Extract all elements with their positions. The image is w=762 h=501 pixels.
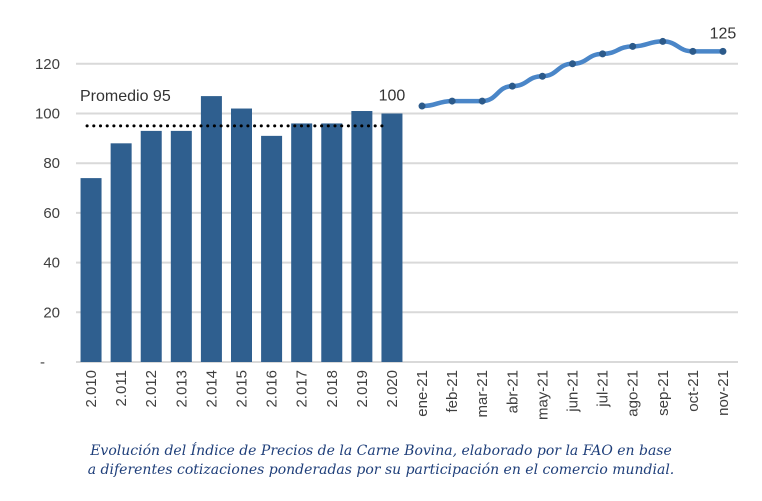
caption: Evolución del Índice de Precios de la Ca… [0, 442, 762, 480]
x-tick-label: 2.019 [354, 370, 371, 408]
x-tick-label: 2.010 [83, 370, 100, 408]
caption-line-1: Evolución del Índice de Precios de la Ca… [90, 443, 672, 459]
y-tick-label: 40 [43, 255, 60, 272]
line-point [448, 97, 456, 105]
bar [351, 111, 373, 362]
line-series [421, 39, 723, 109]
line-point [719, 47, 727, 55]
y-tick-label: 100 [35, 106, 60, 123]
x-tick-label: 2.011 [113, 370, 130, 406]
data-label: 125 [710, 25, 737, 42]
x-tick-label: 2.015 [234, 370, 251, 408]
bar [261, 135, 283, 362]
y-tick-label: 120 [35, 56, 60, 73]
bar [381, 113, 403, 362]
x-tick-label: 2.020 [384, 370, 401, 408]
x-tick-label: mar-21 [474, 370, 491, 418]
line-point [689, 47, 697, 55]
x-tick-label: ago-21 [625, 370, 642, 417]
x-tick-label: may-21 [534, 370, 551, 420]
line-point [508, 82, 516, 90]
x-tick-label: 2.018 [324, 370, 341, 408]
x-tick-label: 2.012 [143, 370, 160, 408]
line-point [478, 97, 486, 105]
data-label: 100 [379, 88, 406, 105]
y-tick-label: 60 [43, 205, 60, 222]
average-label: Promedio 95 [80, 88, 171, 105]
x-tick-label: oct-21 [685, 370, 702, 412]
line-point [629, 42, 637, 50]
bar [140, 130, 162, 362]
x-tick-label: sep-21 [655, 370, 672, 416]
line-point [659, 37, 667, 45]
bar [110, 143, 132, 362]
y-tick-label: - [40, 354, 45, 371]
bar [170, 130, 192, 362]
x-tick-label: jul-21 [595, 370, 612, 408]
line-point [569, 60, 576, 68]
x-tick-label: feb-21 [444, 370, 461, 413]
x-tick-label: abr-21 [504, 370, 521, 413]
caption-line-2: a diferentes cotizaciones ponderadas por… [87, 462, 675, 478]
bar [200, 96, 222, 362]
line-point [538, 72, 546, 80]
x-tick-label: nov-21 [715, 370, 732, 416]
x-tick-label: 2.016 [264, 370, 281, 408]
bar [80, 178, 102, 362]
bar [231, 108, 252, 362]
x-tick-label: ene-21 [414, 370, 431, 417]
chart: - 20 40 60 80 100 120 2.010 2.011 2.012 2.013 2.014… [35, 25, 738, 420]
line-point [599, 50, 607, 58]
x-tick-label: 2.017 [294, 370, 311, 408]
y-tick-label: 20 [43, 304, 60, 321]
x-tick-label: 2.013 [173, 370, 190, 408]
x-tick-label: jun-21 [565, 370, 582, 413]
line-point [418, 102, 426, 110]
bar [291, 123, 313, 362]
bar [321, 123, 343, 362]
x-tick-label: 2.014 [203, 370, 220, 408]
y-tick-label: 80 [43, 155, 60, 172]
